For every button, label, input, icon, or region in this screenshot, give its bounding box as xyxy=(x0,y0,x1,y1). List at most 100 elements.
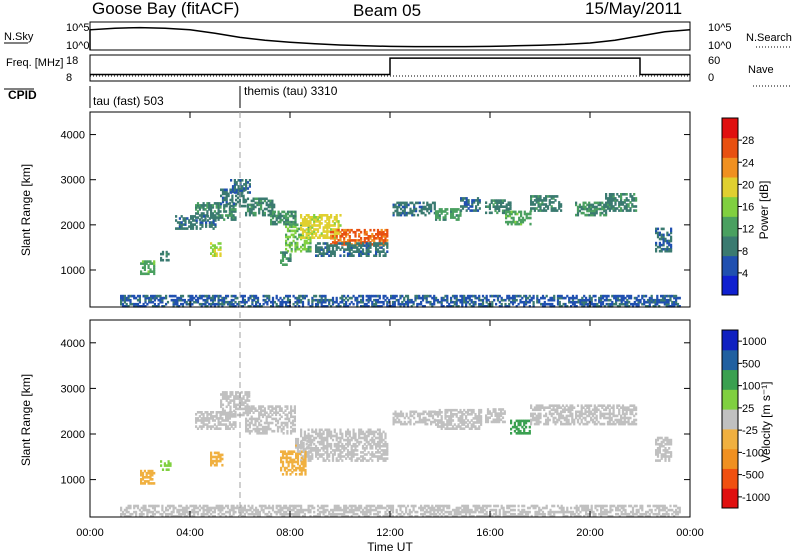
scatter-cell xyxy=(346,244,350,247)
scatter-cell xyxy=(358,252,361,255)
scatter-cell xyxy=(275,405,278,408)
scatter-cell xyxy=(313,214,316,217)
scatter-cell xyxy=(275,411,278,414)
scatter-cell xyxy=(655,243,658,247)
scatter-cell xyxy=(543,408,546,412)
scatter-cell xyxy=(291,470,294,474)
scatter-cell xyxy=(322,449,325,452)
scatter-cell xyxy=(306,439,309,443)
scatter-cell xyxy=(245,199,248,203)
scatter-cell xyxy=(256,512,260,516)
scatter-cell xyxy=(300,428,303,432)
scatter-cell xyxy=(202,419,205,422)
scatter-cell xyxy=(664,453,667,456)
scatter-cell xyxy=(343,248,346,251)
scatter-cell xyxy=(620,199,623,202)
scatter-cell xyxy=(363,438,366,442)
scatter-cell xyxy=(413,207,416,211)
scatter-cell xyxy=(219,415,222,418)
scatter-cell xyxy=(302,458,305,462)
scatter-cell xyxy=(285,212,288,216)
scatter-cell xyxy=(172,300,175,304)
scatter-cell xyxy=(603,412,606,416)
scatter-cell xyxy=(671,300,674,304)
scatter-cell xyxy=(298,233,301,237)
scatter-cell xyxy=(196,419,200,422)
scatter-cell xyxy=(438,208,441,211)
scatter-cell xyxy=(326,442,329,446)
scatter-cell xyxy=(384,235,387,238)
scatter-cell xyxy=(283,255,286,258)
scatter-cell xyxy=(376,432,380,436)
scatter-cell xyxy=(612,207,615,210)
scatter-cell xyxy=(289,456,292,460)
scatter-cell xyxy=(623,193,626,196)
scatter-cell xyxy=(232,512,235,516)
scatter-cell xyxy=(280,460,283,464)
scatter-cell xyxy=(292,214,295,218)
scatter-cell xyxy=(505,203,508,206)
scatter-cell xyxy=(605,211,608,215)
scatter-cell xyxy=(360,230,363,234)
scatter-cell xyxy=(354,235,357,238)
scatter-cell xyxy=(247,512,250,516)
scatter-cell xyxy=(545,294,548,298)
scatter-cell xyxy=(573,420,576,424)
scatter-cell xyxy=(196,216,200,219)
scatter-cell xyxy=(571,420,574,424)
scatter-cell xyxy=(465,425,468,428)
scatter-cell xyxy=(606,416,610,420)
scatter-cell xyxy=(326,449,329,452)
scatter-cell xyxy=(591,211,595,215)
scatter-cell xyxy=(217,302,220,306)
scatter-cell xyxy=(298,468,301,472)
scatter-cell xyxy=(275,417,278,421)
scatter-cell xyxy=(498,412,501,415)
scatter-cell xyxy=(288,214,291,218)
scatter-cell xyxy=(315,246,318,249)
scatter-cell xyxy=(326,234,329,237)
scatter-cell xyxy=(573,305,576,308)
scatter-cell xyxy=(243,302,246,306)
scatter-cell xyxy=(160,256,163,260)
scatter-cell xyxy=(277,504,280,508)
scatter-cell xyxy=(248,399,251,402)
scatter-cell xyxy=(286,218,290,222)
scatter-cell xyxy=(620,300,623,304)
scatter-cell xyxy=(241,514,245,518)
scatter-cell xyxy=(428,410,431,414)
scatter-cell xyxy=(436,300,440,304)
scatter-cell xyxy=(608,414,611,418)
scatter-cell xyxy=(371,300,374,304)
scatter-cell xyxy=(594,298,597,302)
scatter-cell xyxy=(167,252,170,256)
scatter-cell xyxy=(529,216,532,220)
scatter-cell xyxy=(247,296,250,300)
scatter-cell xyxy=(258,203,261,207)
scatter-cell xyxy=(666,440,669,444)
scatter-cell xyxy=(275,409,278,412)
scatter-cell xyxy=(494,408,497,411)
scatter-cell xyxy=(625,205,628,208)
scatter-cell xyxy=(668,243,671,247)
scatter-cell xyxy=(442,305,445,308)
scatter-cell xyxy=(125,510,128,514)
scatter-cell xyxy=(300,473,303,476)
scatter-cell xyxy=(234,510,237,514)
scatter-cell xyxy=(391,305,395,308)
scatter-cell xyxy=(490,420,493,424)
scatter-cell xyxy=(348,457,351,460)
scatter-cell xyxy=(217,300,220,304)
scatter-cell xyxy=(488,412,491,415)
scatter-cell xyxy=(478,296,481,300)
scatter-cell xyxy=(548,412,551,416)
scatter-cell xyxy=(286,210,290,214)
scatter-cell xyxy=(311,302,314,306)
scatter-cell xyxy=(147,272,150,276)
scatter-cell xyxy=(435,413,438,416)
scatter-cell xyxy=(252,207,255,211)
scatter-cell xyxy=(331,300,335,304)
scatter-cell xyxy=(315,449,318,452)
scatter-cell xyxy=(315,234,318,237)
